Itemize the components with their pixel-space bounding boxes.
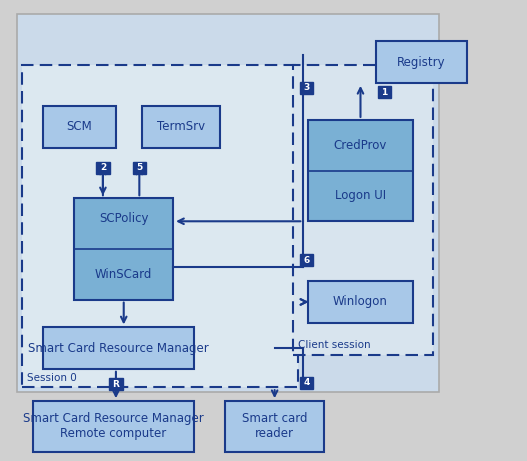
FancyBboxPatch shape bbox=[308, 281, 413, 323]
Text: 2: 2 bbox=[100, 163, 106, 172]
FancyBboxPatch shape bbox=[74, 198, 173, 300]
FancyBboxPatch shape bbox=[300, 377, 313, 389]
FancyBboxPatch shape bbox=[293, 65, 433, 355]
Text: Smart card
reader: Smart card reader bbox=[242, 413, 307, 440]
FancyBboxPatch shape bbox=[33, 401, 194, 452]
FancyBboxPatch shape bbox=[96, 162, 110, 174]
FancyBboxPatch shape bbox=[300, 254, 313, 266]
Text: Winlogon: Winlogon bbox=[333, 296, 388, 308]
Text: Session 0: Session 0 bbox=[27, 372, 77, 383]
FancyBboxPatch shape bbox=[109, 378, 123, 390]
Text: CredProv: CredProv bbox=[334, 139, 387, 152]
Text: TermSrv: TermSrv bbox=[157, 120, 205, 133]
Text: Registry: Registry bbox=[397, 56, 446, 69]
Text: SCPolicy: SCPolicy bbox=[99, 213, 149, 225]
Text: 6: 6 bbox=[303, 256, 309, 265]
FancyBboxPatch shape bbox=[308, 120, 413, 221]
Text: Smart Card Resource Manager: Smart Card Resource Manager bbox=[28, 342, 209, 355]
Text: R: R bbox=[112, 379, 119, 389]
Text: 1: 1 bbox=[382, 88, 387, 97]
Text: 5: 5 bbox=[136, 163, 142, 172]
FancyBboxPatch shape bbox=[300, 82, 313, 94]
FancyBboxPatch shape bbox=[376, 41, 467, 83]
Text: Client session: Client session bbox=[298, 340, 370, 350]
FancyBboxPatch shape bbox=[22, 65, 298, 387]
FancyBboxPatch shape bbox=[142, 106, 220, 148]
Text: 3: 3 bbox=[303, 83, 309, 92]
Text: SCM: SCM bbox=[66, 120, 92, 133]
FancyBboxPatch shape bbox=[378, 86, 391, 98]
FancyBboxPatch shape bbox=[43, 106, 116, 148]
FancyBboxPatch shape bbox=[225, 401, 324, 452]
Text: Smart Card Resource Manager
Remote computer: Smart Card Resource Manager Remote compu… bbox=[23, 413, 204, 440]
FancyBboxPatch shape bbox=[43, 327, 194, 369]
Text: WinSCard: WinSCard bbox=[95, 268, 152, 281]
FancyBboxPatch shape bbox=[17, 14, 438, 392]
FancyBboxPatch shape bbox=[133, 162, 146, 174]
Text: Logon UI: Logon UI bbox=[335, 189, 386, 202]
Text: 4: 4 bbox=[303, 378, 309, 387]
